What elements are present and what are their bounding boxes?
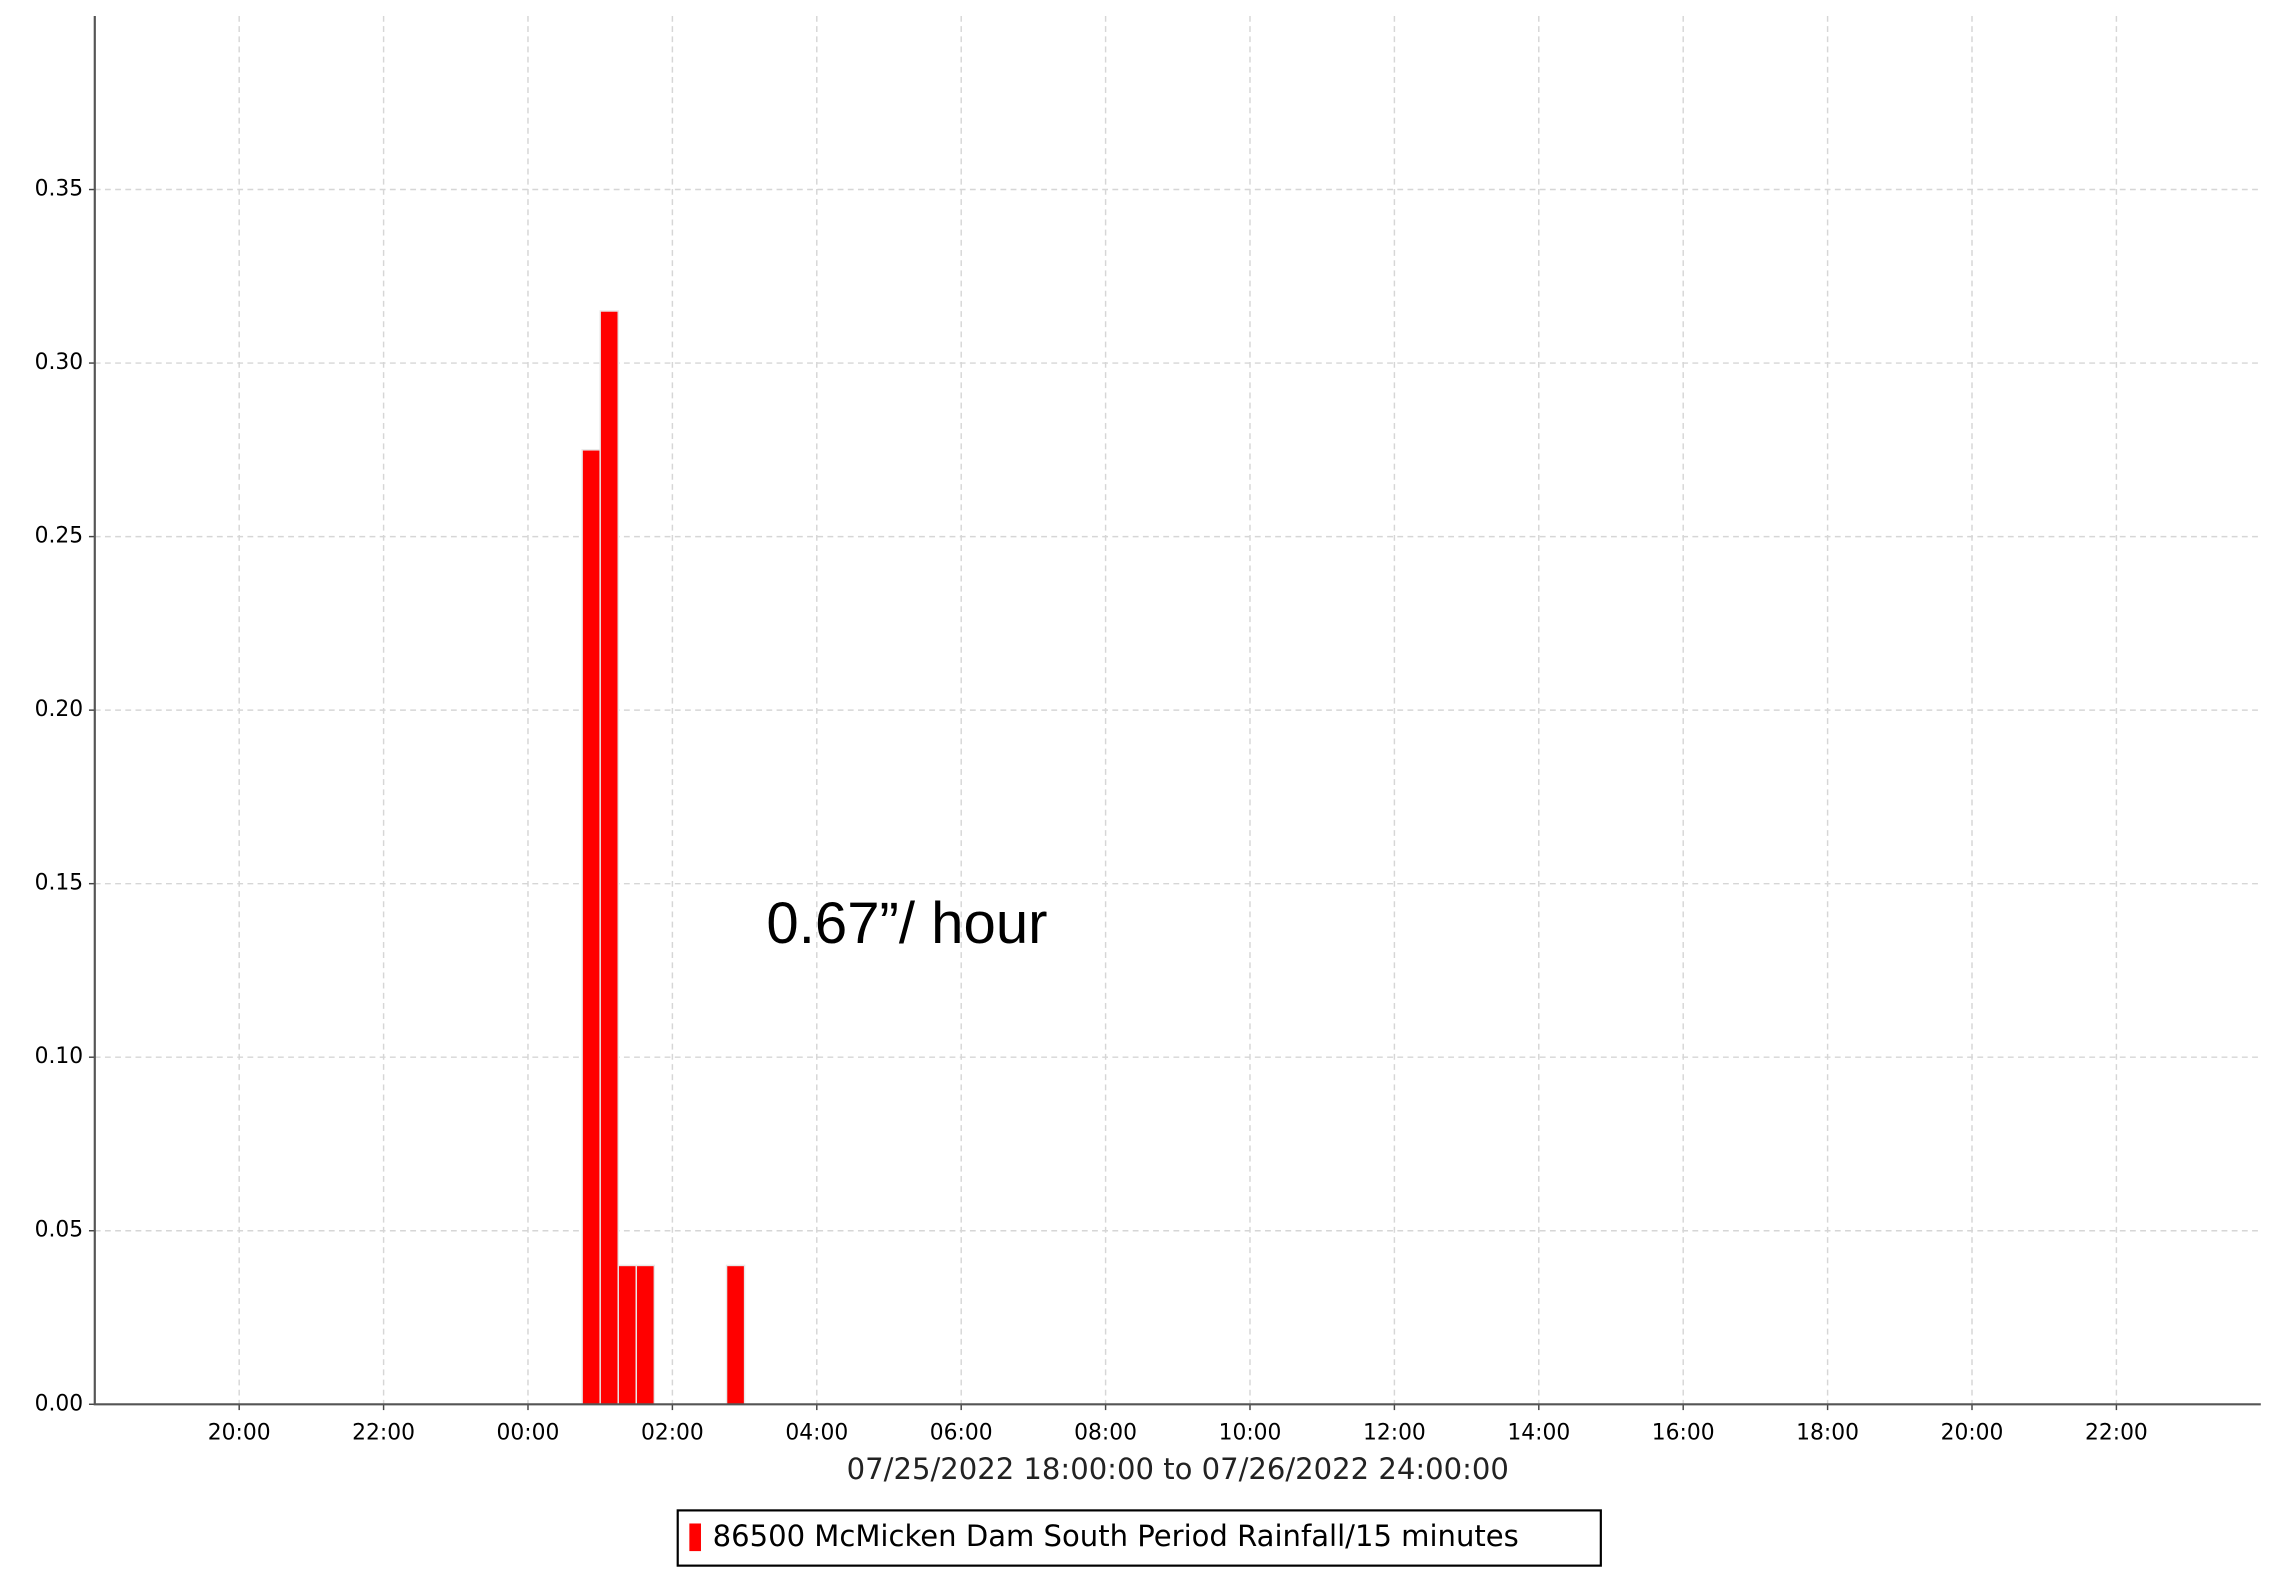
x-axis-title: 07/25/2022 18:00:00 to 07/26/2022 24:00:… [847,1452,1509,1486]
bar [617,1264,638,1406]
bar [581,449,601,1406]
x-tick-label: 22:00 [352,1420,415,1445]
y-tick-label: 0.20 [35,697,84,722]
y-tick-label: 0.10 [35,1044,84,1069]
x-tick-label: 06:00 [930,1420,993,1445]
legend-box [676,1509,1602,1567]
x-tick-label: 22:00 [2085,1420,2148,1445]
x-tick-label: 12:00 [1363,1420,1426,1445]
annotation: 0.67”/ hour [766,891,1047,956]
y-tick-label: 0.30 [35,350,84,375]
x-tick-label: 20:00 [208,1420,271,1445]
x-tick-label: 16:00 [1652,1420,1715,1445]
x-tick-label: 08:00 [1074,1420,1137,1445]
y-tick-label: 0.05 [35,1218,84,1243]
bar [725,1264,746,1406]
x-tick-label: 20:00 [1941,1420,2004,1445]
axes [93,15,2261,1406]
y-tick-label: 0.00 [35,1391,84,1416]
legend-swatch [689,1523,701,1552]
x-tick-label: 02:00 [641,1420,704,1445]
y-tick-label: 0.15 [35,871,84,896]
bar [599,310,619,1406]
x-tick-label: 04:00 [785,1420,848,1445]
x-tick-label: 14:00 [1507,1420,1570,1445]
bar [635,1264,656,1406]
x-tick-label: 00:00 [497,1420,560,1445]
legend-label: 86500 McMicken Dam South Period Rainfall… [713,1519,1519,1553]
y-tick-label: 0.35 [35,177,84,202]
x-tick-label: 10:00 [1219,1420,1282,1445]
y-tick-label: 0.25 [35,524,84,549]
x-tick-label: 18:00 [1796,1420,1859,1445]
